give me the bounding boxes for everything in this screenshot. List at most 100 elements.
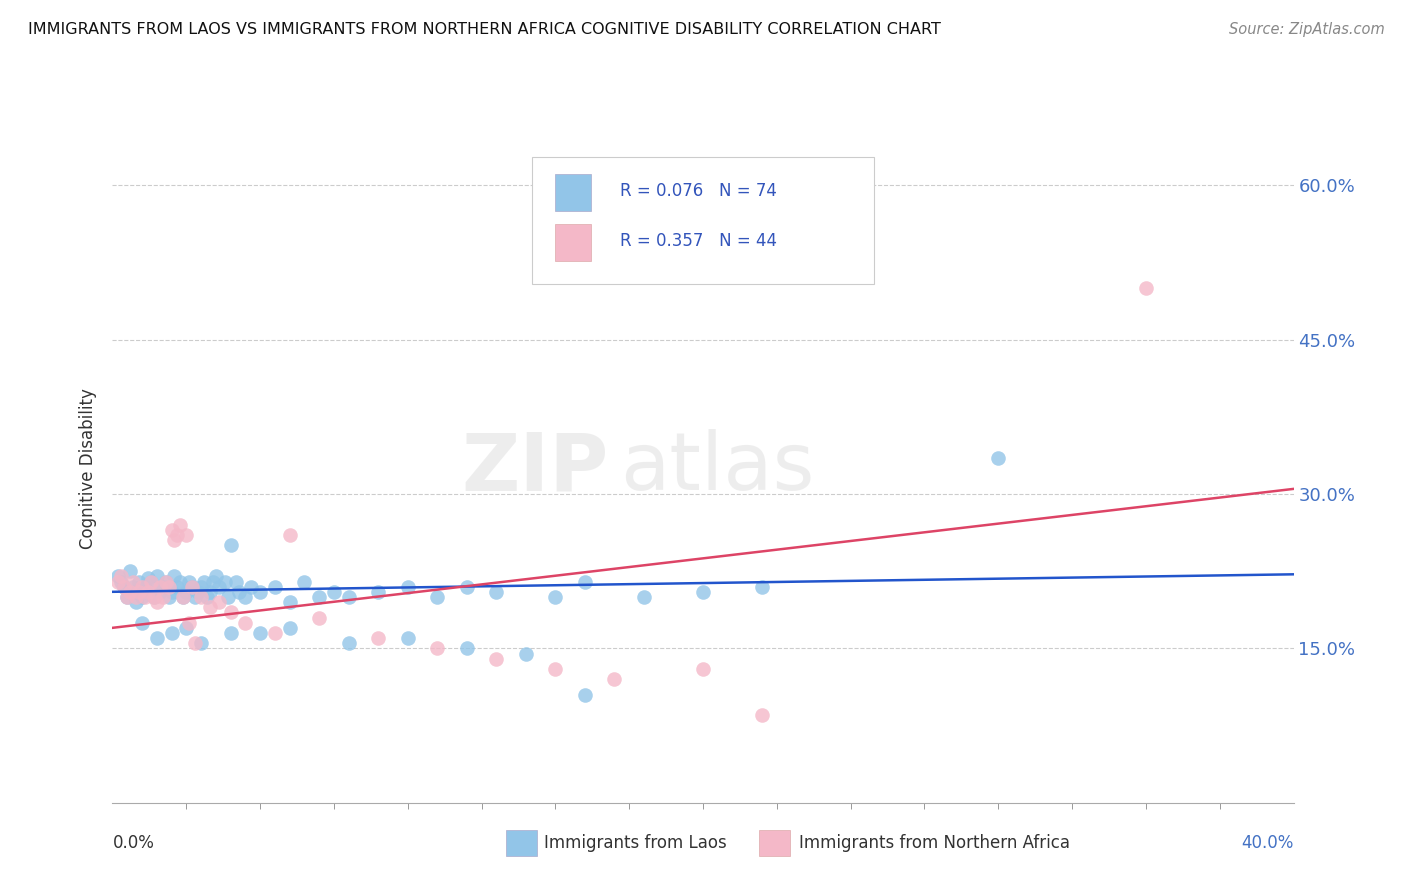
- Text: 40.0%: 40.0%: [1241, 834, 1294, 852]
- Point: [149, 580, 172, 594]
- Point: [110, 574, 132, 589]
- Point: [117, 590, 138, 604]
- Point: [633, 590, 655, 604]
- Point: [228, 584, 250, 599]
- Point: [544, 590, 567, 604]
- Point: [1135, 281, 1157, 295]
- Point: [692, 584, 714, 599]
- Point: [323, 584, 346, 599]
- Point: [149, 584, 172, 599]
- Point: [163, 533, 186, 548]
- Y-axis label: Cognitive Disability: Cognitive Disability: [79, 388, 97, 549]
- Point: [157, 580, 180, 594]
- Point: [574, 574, 596, 589]
- Point: [208, 580, 231, 594]
- Point: [139, 574, 162, 589]
- Point: [139, 574, 162, 589]
- Point: [163, 569, 186, 583]
- Point: [134, 580, 156, 594]
- Text: atlas: atlas: [620, 429, 814, 508]
- Point: [152, 590, 174, 604]
- Point: [233, 615, 256, 630]
- Point: [249, 584, 271, 599]
- Point: [174, 528, 197, 542]
- Point: [174, 621, 197, 635]
- Point: [456, 641, 478, 656]
- Point: [515, 647, 537, 661]
- FancyBboxPatch shape: [555, 174, 591, 211]
- Point: [190, 590, 212, 604]
- Point: [181, 580, 204, 594]
- Point: [122, 574, 145, 589]
- Point: [367, 631, 389, 645]
- Point: [278, 621, 301, 635]
- Point: [367, 584, 389, 599]
- Point: [157, 590, 180, 604]
- Point: [166, 528, 188, 542]
- Point: [337, 590, 360, 604]
- Point: [179, 615, 201, 630]
- Point: [155, 574, 177, 589]
- Text: ZIP: ZIP: [461, 429, 609, 508]
- Point: [146, 631, 169, 645]
- Point: [107, 574, 129, 589]
- FancyBboxPatch shape: [555, 224, 591, 260]
- Point: [122, 580, 145, 594]
- Point: [485, 584, 508, 599]
- Point: [278, 595, 301, 609]
- Point: [987, 450, 1010, 465]
- Point: [692, 662, 714, 676]
- Point: [219, 539, 242, 553]
- Point: [146, 595, 169, 609]
- Point: [426, 641, 449, 656]
- Point: [190, 580, 212, 594]
- Point: [146, 569, 169, 583]
- Point: [155, 574, 177, 589]
- Point: [264, 580, 287, 594]
- Point: [117, 590, 138, 604]
- Point: [240, 580, 263, 594]
- Point: [603, 673, 626, 687]
- Point: [751, 708, 773, 723]
- Point: [169, 574, 191, 589]
- Point: [308, 610, 330, 624]
- Text: R = 0.357   N = 44: R = 0.357 N = 44: [620, 232, 778, 250]
- Point: [208, 595, 231, 609]
- Point: [112, 580, 135, 594]
- Point: [456, 580, 478, 594]
- Point: [198, 600, 221, 615]
- Point: [396, 631, 419, 645]
- Point: [181, 580, 204, 594]
- Point: [174, 584, 197, 599]
- Point: [142, 590, 165, 604]
- Point: [160, 626, 183, 640]
- Point: [195, 590, 218, 604]
- Point: [172, 590, 194, 604]
- Point: [184, 636, 207, 650]
- Point: [120, 564, 142, 578]
- Point: [219, 606, 242, 620]
- Text: Source: ZipAtlas.com: Source: ZipAtlas.com: [1229, 22, 1385, 37]
- FancyBboxPatch shape: [531, 157, 875, 285]
- Point: [544, 662, 567, 676]
- Point: [193, 574, 215, 589]
- Point: [120, 584, 142, 599]
- Text: Immigrants from Northern Africa: Immigrants from Northern Africa: [799, 834, 1070, 852]
- Point: [152, 580, 174, 594]
- Point: [308, 590, 330, 604]
- Point: [110, 569, 132, 583]
- Point: [128, 584, 150, 599]
- Point: [574, 688, 596, 702]
- Point: [131, 615, 153, 630]
- Point: [190, 636, 212, 650]
- Point: [219, 626, 242, 640]
- Point: [142, 590, 165, 604]
- Point: [214, 574, 236, 589]
- Point: [160, 584, 183, 599]
- Point: [225, 574, 247, 589]
- Point: [278, 528, 301, 542]
- Point: [184, 590, 207, 604]
- Point: [337, 636, 360, 650]
- Point: [125, 584, 148, 599]
- Point: [187, 584, 209, 599]
